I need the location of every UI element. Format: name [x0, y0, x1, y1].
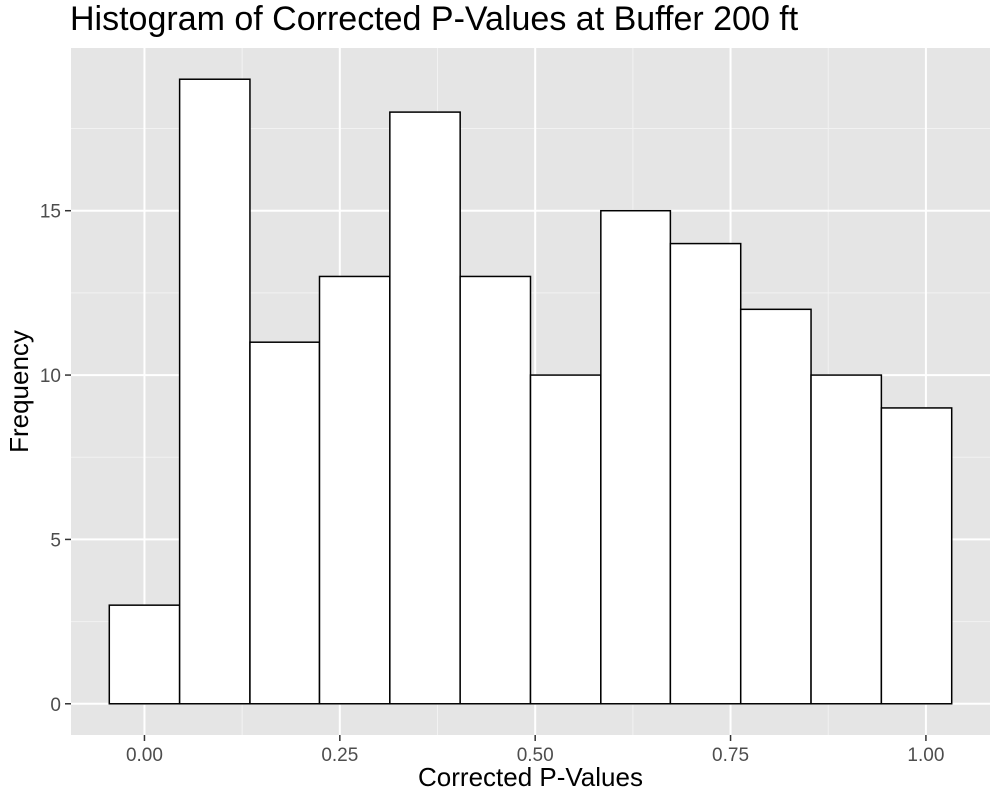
y-tick-label: 0: [50, 695, 61, 716]
histogram-bars: [108, 78, 953, 705]
x-axis-title: Corrected P-Values: [418, 762, 643, 792]
chart-title: Histogram of Corrected P-Values at Buffe…: [70, 0, 799, 38]
y-axis-title: Frequency: [4, 330, 34, 453]
x-tick-label: 0.00: [126, 745, 163, 766]
histogram-bar: [669, 242, 742, 705]
histogram-bar: [459, 275, 532, 705]
histogram-bar: [178, 78, 251, 705]
histogram-bar: [108, 604, 181, 705]
y-tick-label: 10: [40, 366, 61, 387]
histogram-bar: [318, 275, 391, 705]
x-tick-label: 0.50: [517, 745, 554, 766]
x-tick-label: 0.75: [712, 745, 749, 766]
y-tick-label: 5: [50, 530, 61, 551]
histogram-bar: [880, 407, 953, 705]
x-tick-label: 0.25: [321, 745, 358, 766]
y-tick-label: 15: [40, 202, 61, 223]
histogram-bar: [810, 374, 883, 705]
histogram-bar: [600, 209, 672, 705]
y-axis: 0 5 10 15: [40, 202, 71, 716]
x-axis: 0.00 0.25 0.50 0.75 1.00: [126, 735, 944, 766]
histogram-bar: [739, 308, 812, 705]
histogram-bar: [529, 374, 602, 705]
histogram-bar: [389, 111, 461, 705]
histogram-bar: [249, 341, 321, 705]
x-tick-label: 1.00: [907, 745, 944, 766]
